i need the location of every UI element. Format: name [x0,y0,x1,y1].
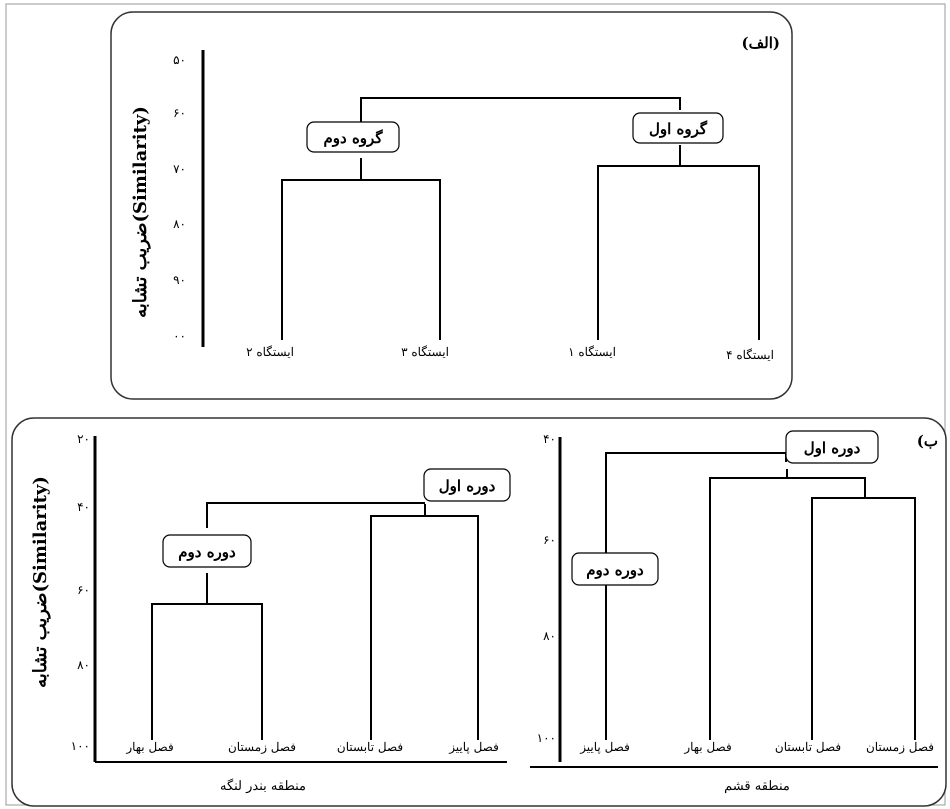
leaf-label: فصل تابستان [337,740,403,754]
leaf-label: ایستگاه ۳ [401,345,449,359]
panel-a-frame [110,11,793,400]
leaf-label: فصل بهار [683,740,731,754]
group-box [571,552,659,586]
region-label: منطقه قشم [724,779,790,794]
group-box [632,112,724,144]
tick-label: ۷۰ [173,162,186,176]
group-label: گروه دوم [324,129,384,147]
tick-label: ۴۰ [77,500,90,514]
group-label: دوره دوم [178,543,236,561]
region-label: منطقه بندر لنگه [220,778,306,794]
leaf-label: فصل پاییز [448,740,499,754]
panel-a-ticks: ۵۰ ۶۰ ۷۰ ۸۰ ۹۰ ۰۰ [173,53,186,343]
group-box [162,534,252,568]
tick-label: ۶۰ [173,106,186,120]
leaf-label: ایستگاه ۱ [568,345,616,359]
tick-label: ۸۰ [173,217,186,231]
leaf-label: ایستگاه ۴ [726,348,774,362]
group-box [785,430,879,464]
panel-b-right-ticks: ۴۰ ۶۰ ۸۰ ۱۰۰ [537,432,556,745]
panel-a-dendrogram [281,97,760,340]
tick-label: ۸۰ [77,658,90,672]
panel-b-right: (ب ۴۰ ۶۰ ۸۰ ۱۰۰ دوره دوم دوره اول فصل پا… [530,430,938,794]
tick-label: ۶۰ [543,533,556,547]
tick-label: ۲۰ [77,432,90,446]
panel-a-label: (الف) [742,34,780,52]
panel-b: ضریب تشابه(Similarity) ۲۰ ۴۰ ۶۰ ۸۰ ۱۰۰ د… [11,417,947,807]
panel-b-left-ticks: ۲۰ ۴۰ ۶۰ ۸۰ ۱۰۰ [71,432,90,753]
leaf-label: فصل تابستان [775,740,841,754]
panel-a: (الف) ضریب تشابه(Similarity) ۵۰ ۶۰ ۷۰ ۸۰… [110,11,793,400]
group-label: دوره اول [439,477,496,495]
group-box [306,121,400,153]
leaf-label: فصل زمستان [866,740,934,754]
panel-b-left-dendrogram [151,502,479,740]
tick-label: ۹۰ [173,273,186,287]
group-label: گروه اول [649,120,708,138]
panel-b-left-ylabel: ضریب تشابه(Similarity) [30,476,51,688]
group-box [423,468,511,502]
leaf-label: فصل پاییز [579,740,630,754]
tick-label: ۵۰ [173,53,186,67]
tick-label: ۸۰ [543,629,556,643]
tick-label: ۰۰ [173,329,186,343]
tick-label: ۶۰ [77,583,90,597]
leaf-label: ایستگاه ۲ [246,345,294,359]
panel-a-ylabel: ضریب تشابه(Similarity) [130,106,151,318]
panel-b-label: (ب [917,432,938,450]
leaf-label: فصل بهار [125,740,173,754]
group-label: دوره اول [804,439,861,457]
tick-label: ۱۰۰ [537,731,556,745]
group-label: دوره دوم [586,561,644,579]
panel-b-left: ضریب تشابه(Similarity) ۲۰ ۴۰ ۶۰ ۸۰ ۱۰۰ د… [30,432,511,794]
tick-label: ۱۰۰ [71,739,90,753]
tick-label: ۴۰ [543,432,556,446]
leaf-label: فصل زمستان [228,740,296,754]
